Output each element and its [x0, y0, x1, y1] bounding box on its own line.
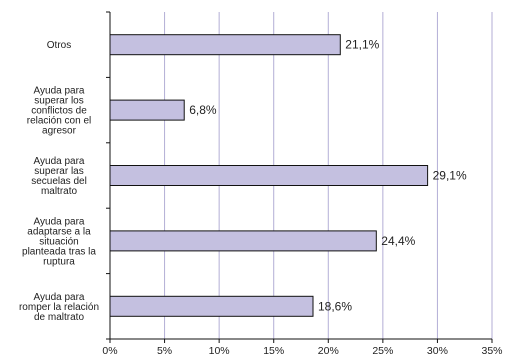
x-tick-label: 25% [372, 345, 393, 357]
x-tick-label: 30% [427, 345, 448, 357]
bar [109, 99, 185, 121]
x-tick-label: 35% [481, 345, 502, 357]
category-label-line: adaptarse a la [27, 226, 91, 237]
category-label: Otros [47, 40, 71, 51]
x-tick-label: 15% [263, 345, 284, 357]
value-labels: 21,1% 6,8% 29,1% 24,4% 18,6% [189, 38, 467, 314]
category-label-line: situación [39, 236, 78, 247]
data-label: 29,1% [433, 169, 467, 183]
category-label-line: maltrato [41, 186, 78, 197]
data-label: 6,8% [189, 103, 217, 117]
category-label-line: ruptura [43, 256, 75, 267]
x-tick-label: 10% [209, 345, 230, 357]
category-label: Ayuda para superar los conflictos de relaci… [27, 86, 91, 137]
x-tick-labels: 0% 5% 10% 15% 20% 25% 30% 35% [102, 345, 502, 357]
data-label: 24,4% [381, 234, 415, 248]
category-label-line: Ayuda para [34, 156, 85, 167]
category-label-line: superar los [34, 96, 83, 107]
category-label-line: superar las [34, 166, 83, 177]
category-label-line: Ayuda para [34, 216, 85, 227]
category-label-line: Ayuda para [34, 86, 85, 97]
axes [106, 11, 493, 343]
bar [109, 34, 341, 56]
category-label-line: secuelas del [31, 176, 87, 187]
bars [109, 34, 429, 317]
category-label-line: planteada tras la [22, 246, 96, 257]
category-label-line: relación con el [27, 116, 91, 127]
bar [109, 165, 429, 186]
category-label-line: Ayuda para [34, 292, 85, 303]
category-label-line: agresor [42, 126, 77, 137]
category-label: Ayuda para superar las secuelas del maltrat… [31, 156, 87, 197]
x-tick-label: 20% [318, 345, 339, 357]
category-label-line: Otros [47, 40, 71, 51]
category-label-line: de maltrato [34, 312, 84, 323]
category-label-line: conflictos de [31, 106, 87, 117]
bar [109, 295, 314, 317]
category-label: Ayuda para adaptarse a la situación plantea… [22, 216, 96, 267]
data-label: 21,1% [345, 38, 379, 52]
x-tick-label: 0% [102, 345, 117, 357]
category-label-line: romper la relación [19, 302, 99, 313]
data-label: 18,6% [318, 299, 352, 313]
category-label: Ayuda para romper la relación de maltrato [19, 292, 99, 323]
x-tick-label: 5% [157, 345, 172, 357]
bar [109, 230, 377, 252]
